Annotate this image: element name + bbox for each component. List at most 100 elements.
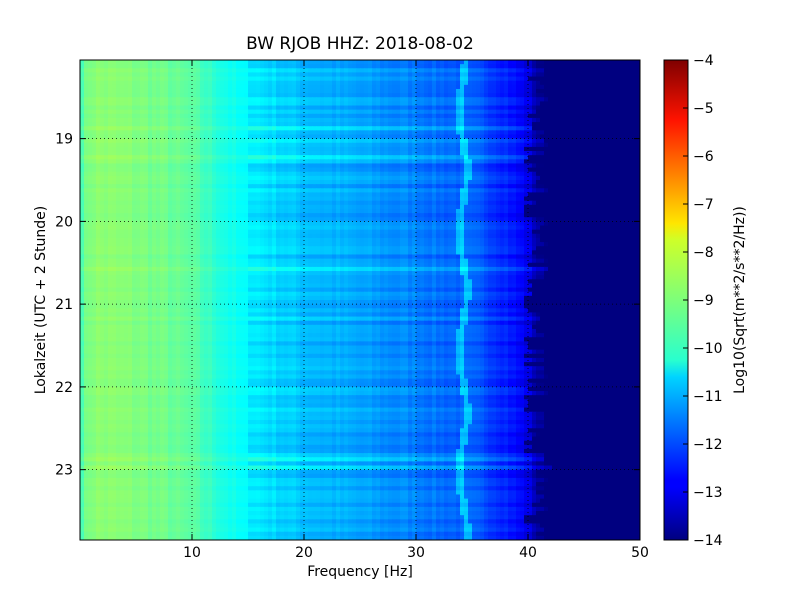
- heatmap-cell: [192, 188, 197, 194]
- heatmap-cell: [584, 76, 589, 82]
- heatmap-cell: [288, 184, 293, 189]
- heatmap-cell: [404, 171, 409, 177]
- heatmap-cell: [308, 68, 313, 74]
- heatmap-cell: [392, 97, 397, 102]
- heatmap-cell: [428, 109, 433, 115]
- heatmap-cell: [256, 200, 261, 206]
- heatmap-cell: [396, 151, 401, 156]
- heatmap-cell: [388, 68, 393, 74]
- heatmap-cell: [584, 113, 589, 119]
- heatmap-cell: [292, 72, 297, 78]
- heatmap-cell: [300, 68, 305, 74]
- heatmap-cell: [604, 138, 609, 144]
- heatmap-cell: [628, 167, 633, 173]
- heatmap-cell: [316, 167, 321, 173]
- heatmap-cell: [228, 113, 233, 119]
- heatmap-cell: [556, 134, 561, 140]
- heatmap-cell: [272, 64, 277, 69]
- heatmap-cell: [608, 192, 613, 198]
- heatmap-cell: [552, 76, 557, 82]
- heatmap-cell: [280, 68, 285, 74]
- heatmap-cell: [312, 167, 317, 173]
- heatmap-cell: [112, 180, 117, 185]
- heatmap-cell: [408, 134, 413, 140]
- heatmap-cell: [584, 84, 589, 90]
- heatmap-cell: [208, 151, 213, 156]
- heatmap-cell: [132, 72, 137, 78]
- heatmap-cell: [172, 180, 177, 185]
- heatmap-cell: [248, 113, 253, 119]
- heatmap-cell: [152, 105, 157, 111]
- heatmap-cell: [592, 84, 597, 90]
- heatmap-cell: [152, 72, 157, 78]
- heatmap-cell: [516, 130, 521, 136]
- heatmap-cell: [512, 146, 517, 152]
- heatmap-cell: [260, 122, 265, 127]
- heatmap-cell: [248, 109, 253, 115]
- heatmap-cell: [604, 109, 609, 115]
- heatmap-cell: [364, 101, 369, 107]
- heatmap-cell: [528, 76, 533, 82]
- heatmap-cell: [384, 122, 389, 127]
- heatmap-cell: [200, 105, 205, 111]
- heatmap-cell: [308, 155, 313, 160]
- heatmap-cell: [168, 122, 173, 127]
- heatmap-cell: [584, 60, 589, 65]
- heatmap-cell: [404, 200, 409, 206]
- heatmap-cell: [392, 60, 397, 65]
- heatmap-cell: [504, 109, 509, 115]
- heatmap-cell: [120, 192, 125, 198]
- heatmap-cell: [516, 192, 521, 198]
- heatmap-cell: [152, 163, 157, 169]
- heatmap-cell: [84, 109, 89, 115]
- heatmap-cell: [360, 60, 365, 65]
- heatmap-cell: [292, 93, 297, 98]
- heatmap-cell: [288, 151, 293, 156]
- heatmap-cell: [308, 196, 313, 202]
- heatmap-cell: [332, 175, 337, 181]
- heatmap-cell: [160, 72, 165, 78]
- heatmap-cell: [268, 64, 273, 69]
- heatmap-cell: [576, 68, 581, 74]
- heatmap-cell: [240, 97, 245, 102]
- heatmap-cell: [288, 88, 293, 94]
- heatmap-cell: [192, 184, 197, 189]
- heatmap-cell: [376, 171, 381, 177]
- heatmap-cell: [112, 196, 117, 202]
- heatmap-cell: [228, 188, 233, 194]
- heatmap-cell: [388, 88, 393, 94]
- heatmap-cell: [416, 80, 421, 86]
- heatmap-cell: [448, 134, 453, 140]
- heatmap-cell: [320, 159, 325, 165]
- heatmap-cell: [216, 180, 221, 185]
- heatmap-cell: [244, 76, 249, 82]
- heatmap-cell: [276, 155, 281, 160]
- heatmap-cell: [236, 105, 241, 111]
- heatmap-cell: [372, 196, 377, 202]
- heatmap-cell: [476, 196, 481, 202]
- heatmap-cell: [496, 138, 501, 144]
- heatmap-cell: [440, 159, 445, 165]
- heatmap-cell: [228, 122, 233, 127]
- heatmap-cell: [524, 72, 529, 78]
- heatmap-cell: [308, 97, 313, 102]
- heatmap-cell: [100, 76, 105, 82]
- heatmap-cell: [328, 184, 333, 189]
- heatmap-cell: [372, 76, 377, 82]
- heatmap-cell: [180, 76, 185, 82]
- heatmap-cell: [168, 204, 173, 210]
- heatmap-cell: [456, 130, 461, 136]
- heatmap-cell: [244, 171, 249, 177]
- heatmap-cell: [304, 134, 309, 140]
- heatmap-cell: [388, 76, 393, 82]
- heatmap-cell: [148, 192, 153, 198]
- heatmap-cell: [332, 151, 337, 156]
- heatmap-cell: [188, 171, 193, 177]
- heatmap-cell: [368, 175, 373, 181]
- heatmap-cell: [192, 60, 197, 65]
- heatmap-cell: [316, 175, 321, 181]
- heatmap-cell: [104, 76, 109, 82]
- heatmap-cell: [260, 105, 265, 111]
- heatmap-cell: [300, 76, 305, 82]
- heatmap-cell: [96, 130, 101, 136]
